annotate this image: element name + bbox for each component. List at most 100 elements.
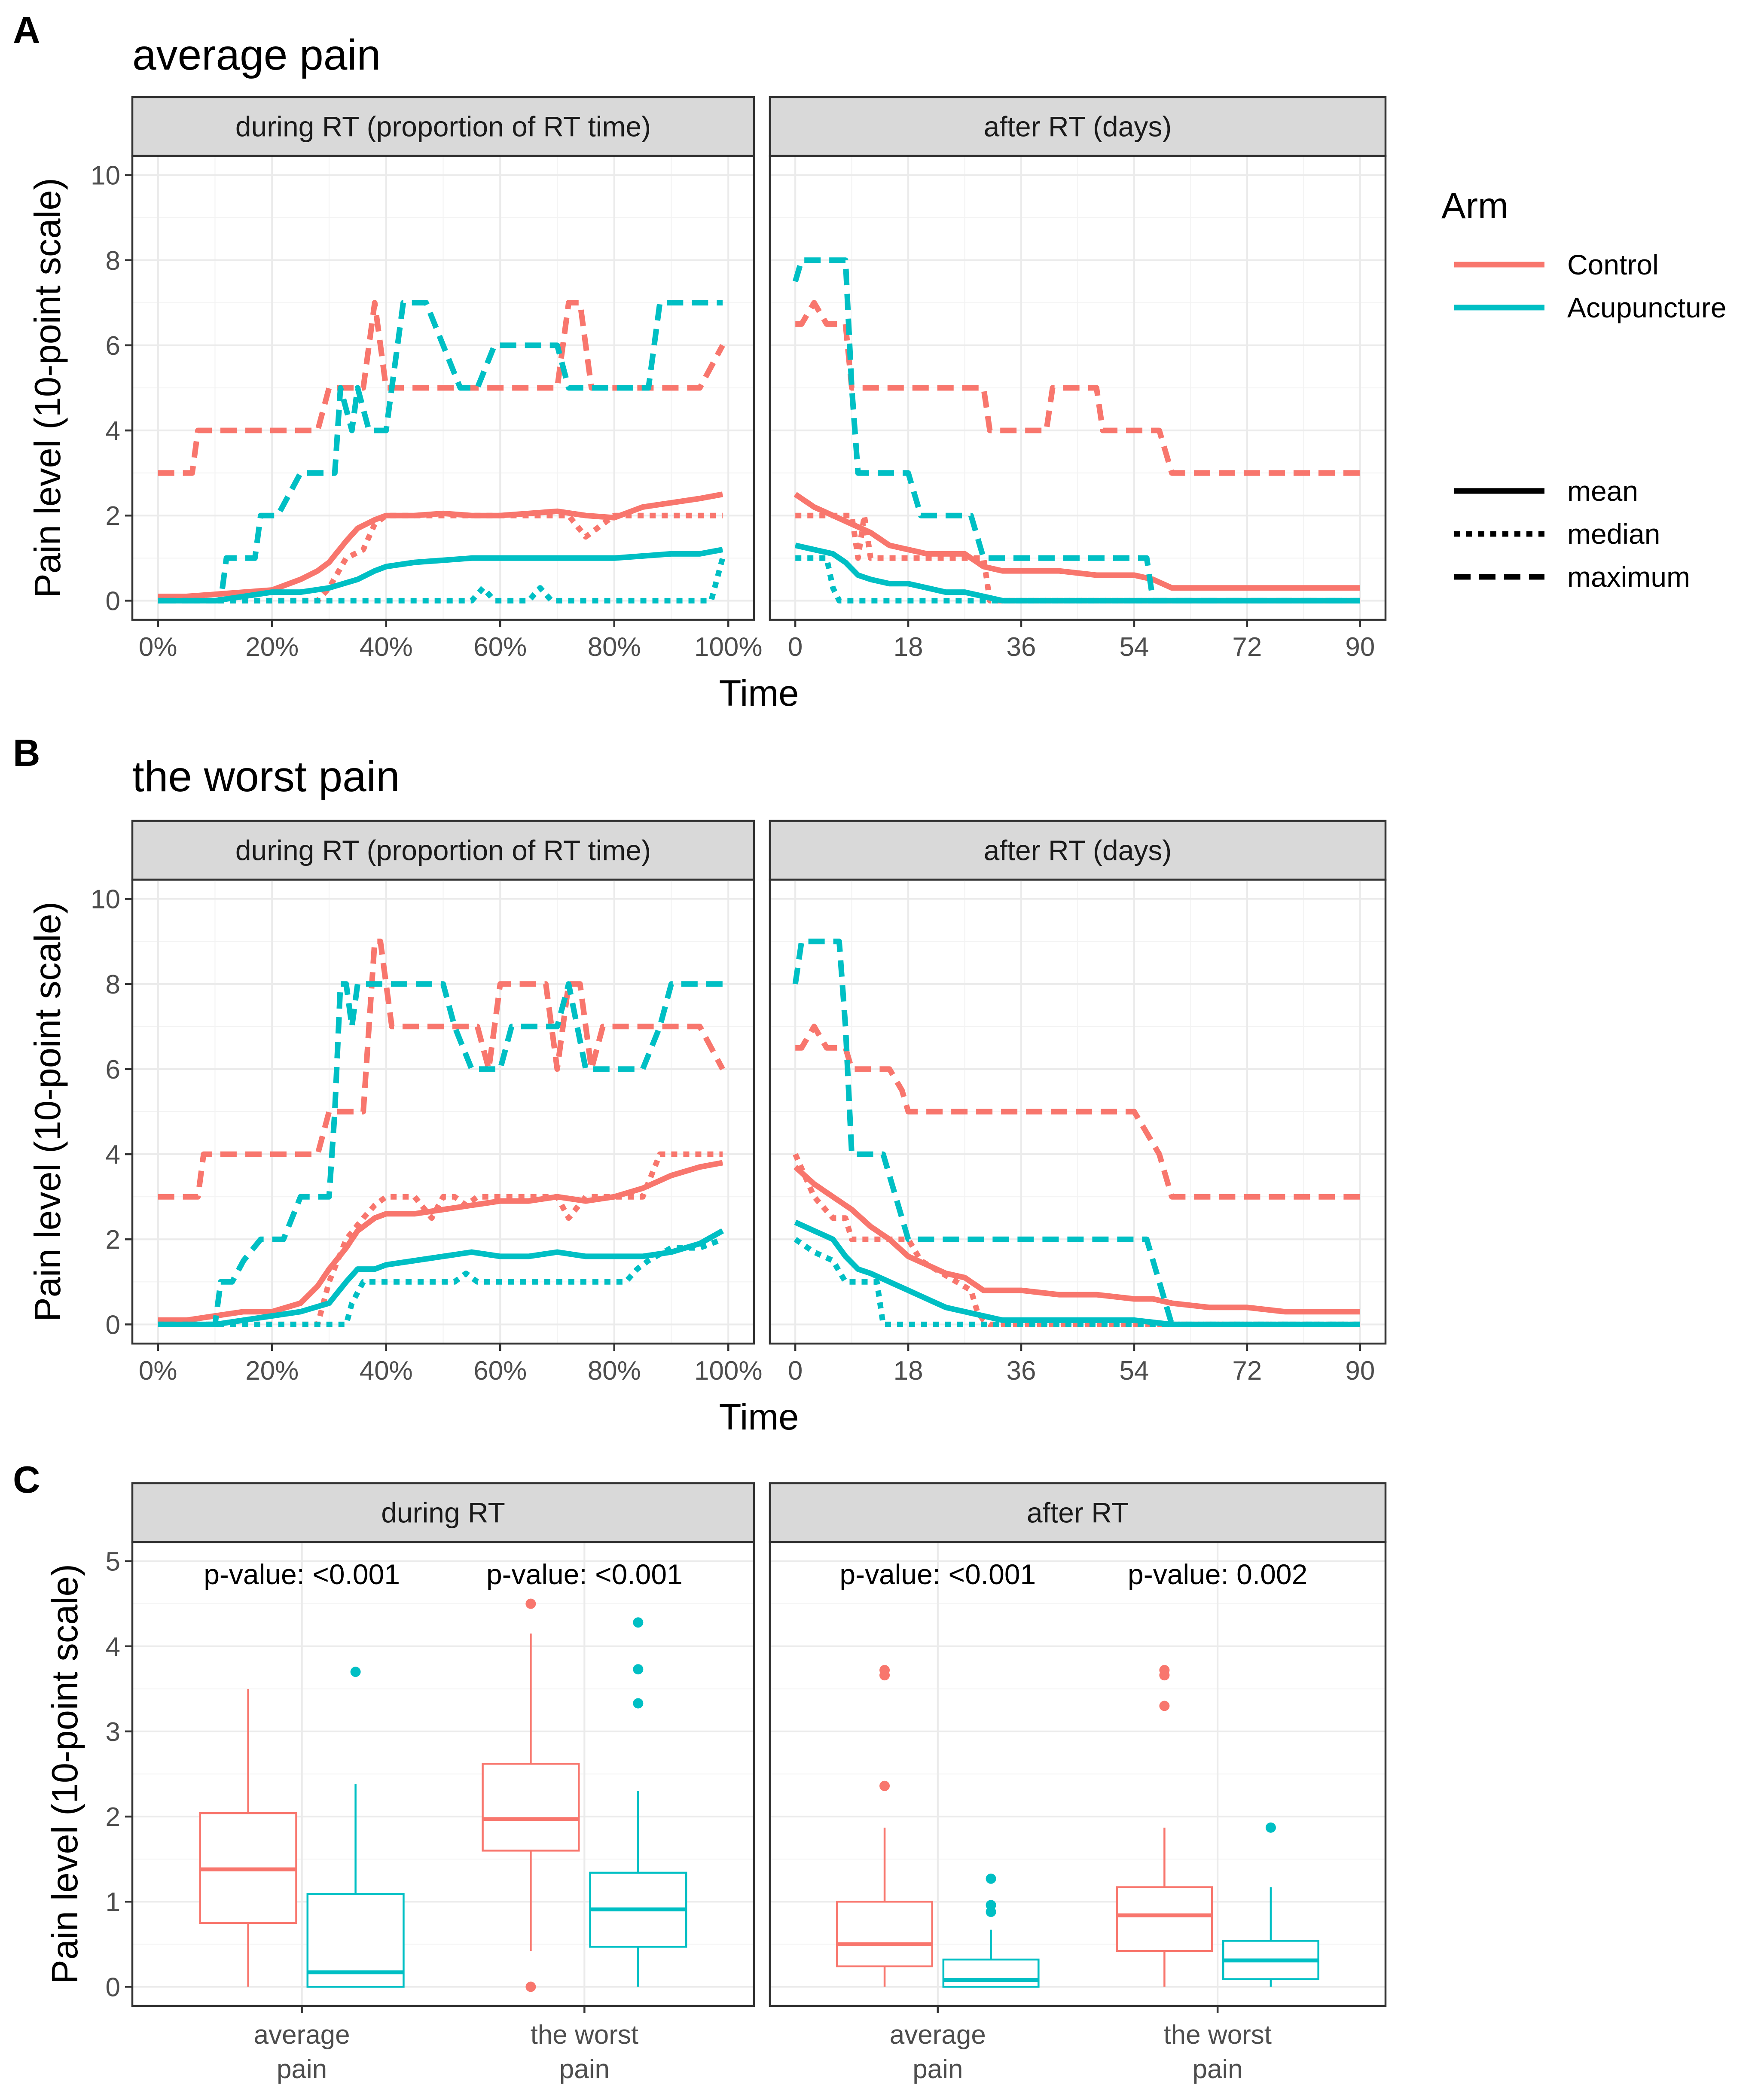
box-iqr — [482, 1762, 580, 1852]
boxplot-control — [1116, 1665, 1213, 1987]
y-tick-label: 6 — [106, 1055, 120, 1085]
x-tick-label: 40% — [360, 1356, 413, 1386]
x-tick-label: 90 — [1345, 1356, 1375, 1386]
y-tick-label: 5 — [106, 1547, 120, 1577]
x-category-label: the worst pain — [531, 2020, 639, 2084]
facet-strip — [131, 820, 755, 881]
outlier-point — [633, 1617, 644, 1628]
series-group — [792, 939, 1360, 1327]
outlier-point — [1159, 1701, 1170, 1711]
x-tick-label: 100% — [694, 1356, 763, 1386]
legend-title: Arm — [1441, 186, 1508, 226]
panel-tag: C — [13, 1458, 40, 1501]
p-value-label: p-value: 0.002 — [1128, 1558, 1307, 1590]
panel-border — [131, 155, 755, 621]
x-tick-label: 60% — [473, 1356, 527, 1386]
facet-strip — [131, 1482, 755, 1543]
facet-strip-label: during RT — [381, 1497, 505, 1529]
series-group — [792, 257, 1360, 603]
series-line-control-median — [793, 1153, 1360, 1327]
x-tick-label: 54 — [1119, 1356, 1149, 1386]
legend-label: Acupuncture — [1567, 292, 1727, 323]
y-tick-label: 4 — [106, 1140, 120, 1170]
series-line-acupuncture-median — [793, 1237, 1360, 1327]
series-line-control-maximum — [795, 1024, 1360, 1200]
facet-strip-label: after RT — [1027, 1497, 1129, 1529]
panel-border — [131, 878, 755, 1345]
facet-0: during RT (proportion of RT time)0% 20% 40… — [91, 820, 763, 1386]
x-tick-label: 20% — [245, 1356, 299, 1386]
series-line-acupuncture-maximum — [158, 981, 723, 1327]
x-tick-label: 80% — [588, 632, 641, 662]
plot-title: the worst pain — [132, 753, 400, 801]
series-line-control-mean — [158, 491, 723, 599]
x-category-label: the worst pain — [1163, 2020, 1272, 2084]
outlier-point — [879, 1665, 890, 1676]
outlier-point — [525, 1598, 536, 1609]
facet-0: during RT (proportion of RT time)0% 20% 40… — [91, 96, 763, 662]
boxplot-control — [199, 1689, 297, 1987]
x-tick-label: 0 — [788, 1356, 803, 1386]
y-tick-label: 0 — [106, 1972, 120, 2002]
legend: Arm Control Acupuncture mean median maximum — [1441, 186, 1727, 593]
series-line-acupuncture-median — [158, 557, 726, 603]
y-tick-label: 3 — [106, 1717, 120, 1747]
series-line-control-mean — [158, 1160, 723, 1323]
p-value-label: p-value: <0.001 — [839, 1558, 1036, 1590]
series-line-control-mean — [793, 1164, 1360, 1315]
x-tick-label: 20% — [245, 632, 299, 662]
y-axis-title: Pain level (10-point scale) — [27, 178, 68, 598]
x-tick-label: 72 — [1232, 1356, 1262, 1386]
box-iqr — [836, 1900, 934, 1968]
boxplot-acupuncture — [589, 1617, 687, 1987]
boxplot-acupuncture — [306, 1667, 405, 1988]
y-tick-label: 4 — [106, 416, 120, 446]
facet-strip — [769, 820, 1387, 881]
x-axis-title: Time — [719, 1397, 799, 1438]
series-group — [158, 939, 725, 1327]
legend-label: mean — [1567, 475, 1638, 507]
x-tick-label: 36 — [1007, 1356, 1036, 1386]
outlier-point — [350, 1667, 361, 1677]
x-tick-label: 80% — [588, 1356, 641, 1386]
x-tick-label: 40% — [360, 632, 413, 662]
facet-strip-label: after RT (days) — [984, 111, 1172, 143]
y-tick-label: 0 — [106, 586, 120, 616]
panel-tag: B — [13, 732, 40, 774]
y-tick-label: 8 — [106, 246, 120, 276]
outlier-point — [986, 1900, 996, 1911]
x-tick-label: 36 — [1007, 632, 1036, 662]
series-line-acupuncture-median — [158, 1237, 724, 1327]
p-value-label: p-value: <0.001 — [486, 1558, 683, 1590]
series-line-acupuncture-mean — [158, 1228, 724, 1327]
y-tick-label: 2 — [106, 1225, 120, 1255]
x-tick-label: 100% — [694, 632, 763, 662]
y-tick-label: 6 — [106, 331, 120, 361]
series-line-control-maximum — [158, 300, 725, 476]
y-tick-label: 2 — [106, 501, 120, 531]
y-tick-label: 1 — [106, 1887, 120, 1917]
outlier-point — [633, 1664, 644, 1675]
legend-label: maximum — [1567, 561, 1690, 593]
series-line-acupuncture-maximum — [158, 300, 723, 603]
y-axis-title: Pain level (10-point scale) — [45, 1564, 85, 1984]
y-tick-label: 2 — [106, 1802, 120, 1832]
facet-1: after RT (days) 0 18 36 54 72 90 — [769, 820, 1387, 1386]
boxplot-acupuncture — [1222, 1822, 1319, 1987]
x-tick-label: 0 — [788, 632, 803, 662]
y-axis-title: Pain level (10-point scale) — [27, 902, 68, 1322]
box-iqr — [942, 1958, 1040, 1988]
series-line-control-median — [158, 512, 723, 603]
panel-border — [769, 1541, 1387, 2007]
x-tick-label: 18 — [894, 1356, 923, 1386]
series-line-acupuncture-mean — [158, 547, 723, 603]
x-tick-label: 0% — [139, 1356, 177, 1386]
facet-strip-label: during RT (proportion of RT time) — [235, 111, 651, 143]
p-value-label: p-value: <0.001 — [204, 1558, 400, 1590]
facet-strip — [131, 96, 755, 157]
panel-border — [769, 155, 1387, 621]
outlier-point — [1265, 1822, 1276, 1833]
